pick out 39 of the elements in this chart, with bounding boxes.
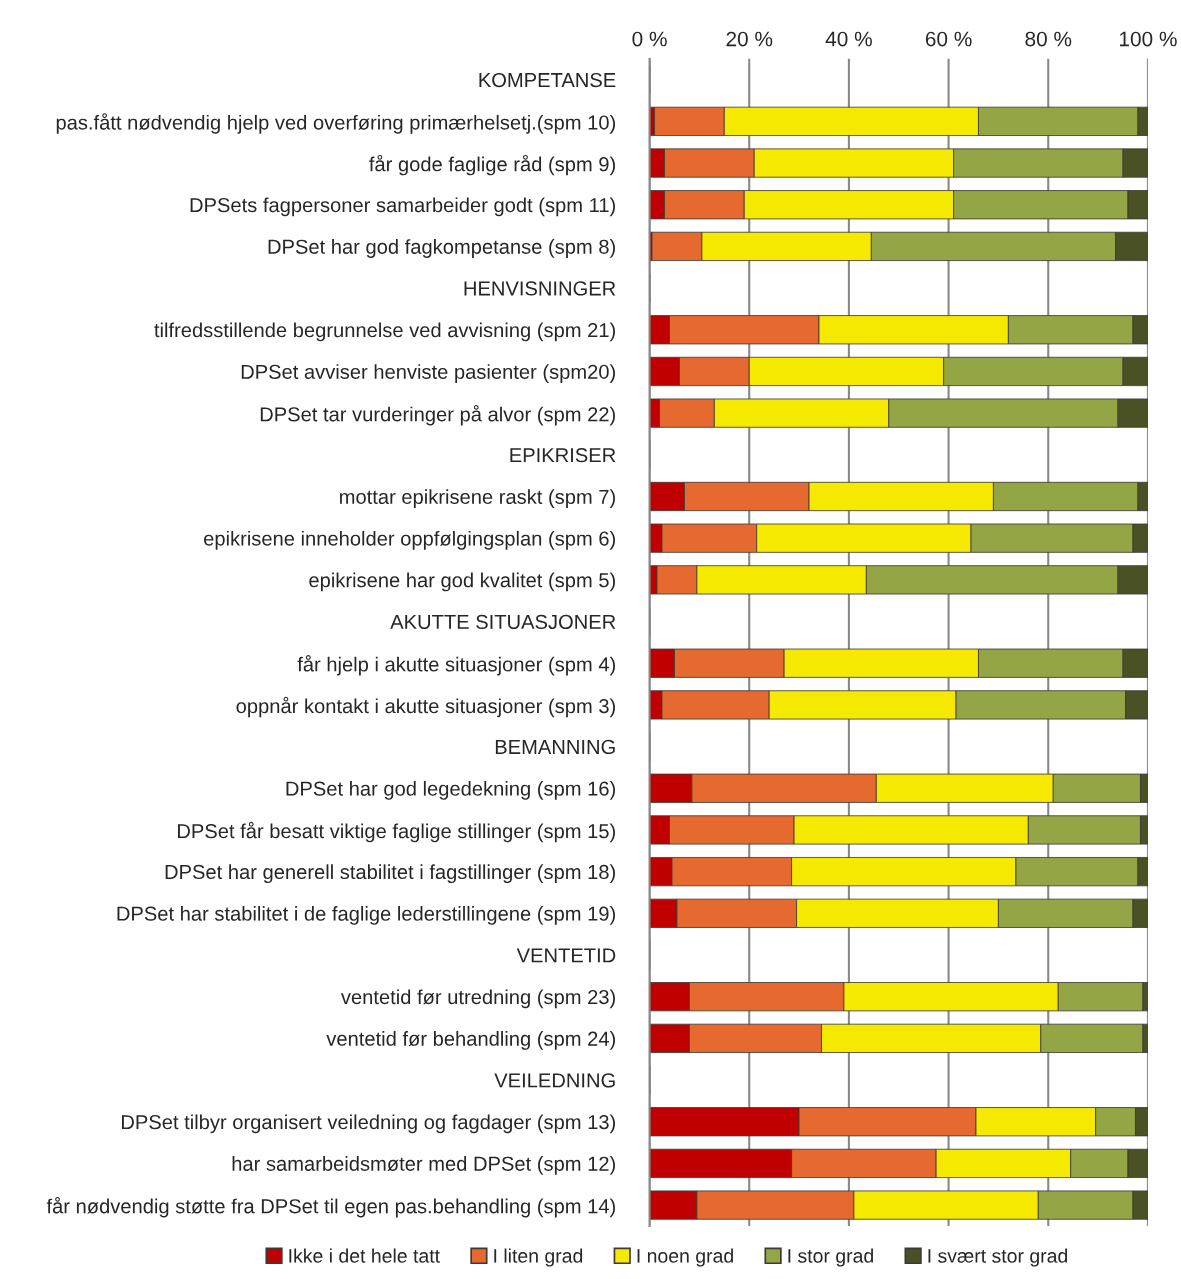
y-tick-label: DPSet har stabilitet i de faglige lederstillingene (spm 19) bbox=[117, 906, 615, 925]
legend-label: Ikke i det hele tatt bbox=[289, 1248, 440, 1263]
y-tick-label: BEMANNING bbox=[495, 739, 615, 755]
y-tick-label: DPSets fagpersoner samarbeider godt (spm 11) bbox=[190, 197, 615, 217]
x-tick-label: 80 % bbox=[1025, 31, 1072, 47]
legend-label: I noen grad bbox=[637, 1248, 733, 1267]
y-tick-label: epikrisene har god kvalitet (spm 5) bbox=[309, 572, 615, 592]
y-tick-label: epikrisene inneholder oppfølgingsplan (spm 6) bbox=[204, 530, 615, 550]
y-tick-label: AKUTTE SITUASJONER bbox=[390, 614, 616, 630]
y-tick-label: KOMPETANSE bbox=[479, 72, 616, 88]
y-tick-label: DPSet har god legedekning (spm 16) bbox=[286, 780, 615, 800]
y-tick-label: tilfredsstillende begrunnelse ved avvisning (spm 21) bbox=[154, 322, 615, 342]
x-tick-label: 100 % bbox=[1119, 31, 1177, 47]
y-tick-label: oppnår kontakt i akutte situasjoner (spm 3) bbox=[236, 696, 615, 718]
y-tick-label: EPIKRISER bbox=[510, 448, 616, 463]
legend-label: I liten grad bbox=[494, 1248, 583, 1267]
x-tick-label: 20 % bbox=[726, 31, 773, 47]
legend-label: I svært stor grad bbox=[928, 1248, 1068, 1267]
y-tick-label: ventetid før utredning (spm 23) bbox=[340, 989, 615, 1009]
y-tick-label: får gode faglige råd (spm 9) bbox=[369, 154, 615, 176]
x-tick-label: 60 % bbox=[925, 31, 972, 47]
y-tick-label: VEILEDNING bbox=[494, 1073, 615, 1088]
y-tick-label: VENTETID bbox=[516, 948, 616, 963]
y-tick-label: DPSet tilbyr organisert veiledning og fagdager (spm 13) bbox=[122, 1114, 615, 1134]
legend-label: I stor grad bbox=[788, 1248, 873, 1267]
y-tick-label: DPSet har god fagkompetanse (spm 8) bbox=[268, 239, 615, 258]
x-tick-label: 40 % bbox=[825, 31, 872, 47]
y-tick-label: ventetid før behandling (spm 24) bbox=[326, 1031, 615, 1050]
y-tick-label: HENVISNINGER bbox=[464, 281, 616, 296]
y-tick-label: DPSet får besatt viktige faglige stillinger (spm 15) bbox=[178, 821, 615, 843]
y-tick-label: får nødvendig støtte fra DPSet til egen pas.behandling (spm 14) bbox=[46, 1196, 616, 1218]
y-tick-label: DPSet tar vurderinger på alvor (spm 22) bbox=[260, 405, 615, 426]
y-tick-label: DPSet avviser henviste pasienter (spm20) bbox=[241, 364, 615, 383]
x-tick-label: 0 % bbox=[632, 31, 667, 47]
y-tick-label: mottar epikrisene raskt (spm 7) bbox=[340, 489, 615, 508]
y-tick-label: DPSet har generell stabilitet i fagstillinger (spm 18) bbox=[165, 864, 615, 884]
y-tick-label: pas.fått nødvendig hjelp ved overføring primærhelsetj.(spm 10) bbox=[56, 113, 616, 134]
y-tick-label: har samarbeidsmøter med DPSet (spm 12) bbox=[232, 1156, 615, 1175]
y-tick-label: får hjelp i akutte situasjoner (spm 4) bbox=[297, 655, 615, 676]
